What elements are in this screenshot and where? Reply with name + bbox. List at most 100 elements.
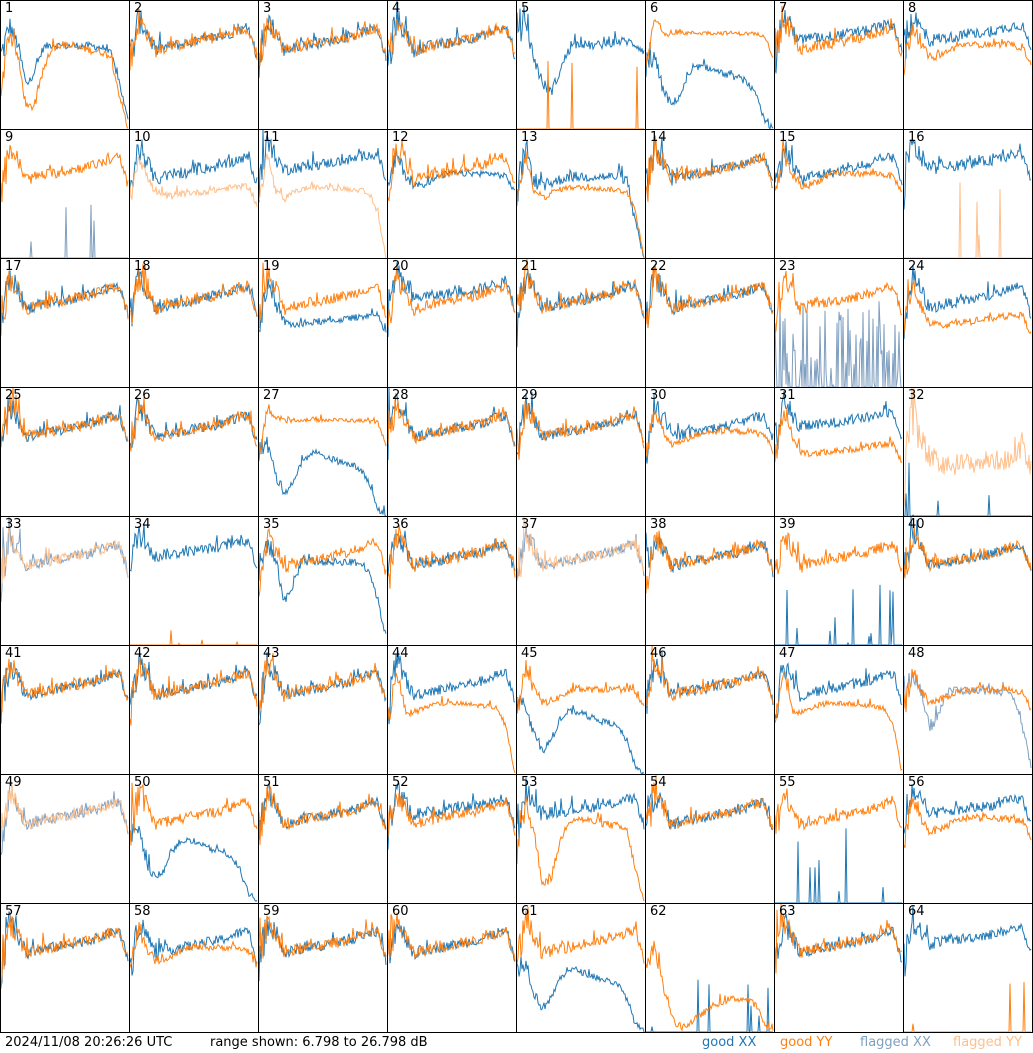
panel-15: 15 [774,129,904,259]
series-yy [130,264,258,324]
panel-21: 21 [516,258,646,388]
series-xx [517,140,645,258]
panel-number: 25 [5,388,22,403]
series-yy [259,653,387,716]
panel-plot [775,270,903,387]
series-yy [646,775,774,830]
panel-64: 64 [903,903,1033,1033]
panel-1: 1 [0,0,130,130]
series-yy [388,399,516,448]
panel-plot [646,135,774,202]
series-yy [646,530,774,594]
panel-number: 13 [521,130,538,145]
series-yy [259,17,387,67]
panel-number: 12 [392,130,409,145]
panel-51: 51 [258,774,388,904]
panel-number: 54 [650,775,667,790]
panel-45: 45 [516,645,646,775]
panel-10: 10 [129,129,259,259]
series-yy [517,151,645,258]
series-yy [904,388,1032,507]
series-yy [130,8,258,71]
panel-42: 42 [129,645,259,775]
series-yy [646,265,774,329]
series-yy [388,524,516,589]
panel-plot [130,8,258,71]
series-yy [904,525,1032,579]
series-xx [646,263,774,328]
series-yy [130,630,257,645]
panel-plot [904,139,1032,258]
series-yy [517,517,645,581]
series-yy [130,658,258,726]
series-xx [259,436,387,516]
panel-plot [517,517,645,581]
series-xx [259,13,387,78]
panel-number: 8 [908,1,917,16]
panel-44: 44 [387,645,517,775]
footer: 2024/11/08 20:26:26 UTC range shown: 6.7… [0,1033,1033,1053]
panel-6: 6 [645,0,775,130]
panel-number: 19 [263,259,280,274]
series-yy [775,904,903,974]
series-yy [646,940,774,1032]
series-yy [259,784,387,845]
panel-number: 57 [5,904,22,919]
panel-number: 6 [650,1,659,16]
series-yy [775,270,903,334]
panel-32: 32 [903,387,1033,517]
panel-17: 17 [0,258,130,388]
series-xx [130,139,258,192]
panel-plot [646,19,774,129]
series-xx [130,919,258,976]
panel-plot [646,775,774,831]
series-yy [130,782,258,846]
timestamp: 2024/11/08 20:26:26 UTC [5,1035,173,1050]
panel-plot [259,782,387,845]
panel-27: 27 [258,387,388,517]
panel-57: 57 [0,903,130,1033]
panel-23: 23 [774,258,904,388]
panel-plot [646,530,774,594]
series-xx [517,269,645,348]
series-yy [517,259,645,319]
panel-plot [130,782,258,902]
panel-36: 36 [387,516,517,646]
panel-12: 12 [387,129,517,259]
series-yy [904,668,1032,713]
panel-plot [259,527,387,634]
panel-number: 9 [5,130,14,145]
series-xx [775,301,902,387]
series-xx [388,262,516,338]
panel-number: 62 [650,904,667,919]
panel-25: 25 [0,387,130,517]
panel-plot [775,5,903,74]
panel-number: 30 [650,388,667,403]
series-xx [388,530,516,576]
panel-46: 46 [645,645,775,775]
panel-number: 44 [392,646,409,661]
series-xx [775,584,902,645]
panel-61: 61 [516,903,646,1033]
panel-number: 37 [521,517,538,532]
panel-26: 26 [129,387,259,517]
panel-number: 40 [908,517,925,532]
series-yy [646,19,774,67]
panel-plot [1,781,129,856]
panel-plot [775,139,903,193]
panel-number: 50 [134,775,151,790]
panel-55: 55 [774,774,904,904]
panel-13: 13 [516,129,646,259]
series-yy [904,981,1031,1032]
series-yy [904,797,1032,849]
panel-number: 64 [908,904,925,919]
series-yy [1,270,129,336]
series-xx [130,652,258,705]
panel-2: 2 [129,0,259,130]
panel-number: 7 [779,1,788,16]
series-yy [775,788,902,834]
panel-35: 35 [258,516,388,646]
series-yy [646,138,774,202]
panel-11: 11 [258,129,388,259]
series-xx [646,393,774,464]
